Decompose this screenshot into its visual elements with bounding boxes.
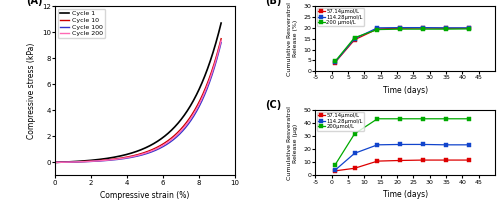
Cycle 200 [127,156,133,158]
Y-axis label: Cumulative Resveratrol
Release (μg): Cumulative Resveratrol Release (μg) [287,106,298,180]
114.28μmol/L [398,143,404,146]
Cycle 200 [218,39,224,42]
114.28μmol/L [374,27,380,29]
57.14μmol/L [332,170,338,172]
X-axis label: Time (days): Time (days) [382,86,428,95]
Line: Cycle 1: Cycle 1 [55,23,221,162]
200μmol/L [398,118,404,120]
Cycle 1 [163,134,169,136]
114.28μmol/L [332,169,338,171]
200μmol/L [443,118,449,120]
Cycle 10 [82,160,87,163]
Line: Cycle 100: Cycle 100 [55,43,221,162]
Line: Cycle 200: Cycle 200 [55,41,221,162]
Cycle 1 [218,22,224,24]
Cycle 100 [150,150,156,153]
57.14μmol/L [466,27,472,30]
114.28μmol/L [466,27,472,29]
57.14μmol/L [443,27,449,30]
Line: 114.28μmol/L: 114.28μmol/L [334,143,470,172]
Cycle 1 [127,152,133,155]
114.28μmol/L [420,26,426,29]
200μmol/L [352,133,358,135]
X-axis label: Compressive strain (%): Compressive strain (%) [100,191,190,200]
Cycle 100 [52,161,58,164]
Line: 200μmol/L: 200μmol/L [334,117,470,166]
200μmol/L [420,118,426,120]
200 μmol/L [332,60,338,63]
114.28μmol/L [332,61,338,63]
200 μmol/L [352,36,358,39]
57.14μmol/L [398,159,404,162]
Cycle 100 [82,161,87,163]
200 μmol/L [398,28,404,30]
Cycle 1 [52,161,58,164]
114.28μmol/L [352,38,358,40]
Cycle 10 [52,161,58,164]
Cycle 1 [82,160,87,162]
Cycle 10 [218,38,224,40]
Line: 200 μmol/L: 200 μmol/L [334,27,470,63]
114.28μmol/L [443,27,449,29]
57.14μmol/L [374,160,380,162]
Cycle 10 [163,141,169,143]
Text: (C): (C) [265,100,281,110]
Cycle 200 [177,131,183,133]
Line: 57.14μmol/L: 57.14μmol/L [334,159,470,172]
Cycle 100 [94,160,100,162]
Line: 114.28μmol/L: 114.28μmol/L [334,26,470,64]
Cycle 1 [94,158,100,161]
57.14μmol/L [443,159,449,161]
200 μmol/L [466,28,472,30]
Cycle 200 [94,160,100,162]
114.28μmol/L [443,144,449,146]
114.28μmol/L [466,144,472,146]
Y-axis label: Cumulative Resveratrol
Release (%): Cumulative Resveratrol Release (%) [287,2,298,76]
Cycle 100 [218,41,224,44]
114.28μmol/L [420,143,426,146]
Cycle 200 [163,142,169,145]
114.28μmol/L [374,144,380,146]
Text: (A): (A) [26,0,43,7]
Cycle 200 [150,149,156,152]
114.28μmol/L [352,152,358,154]
Legend: Cycle 1, Cycle 10, Cycle 100, Cycle 200: Cycle 1, Cycle 10, Cycle 100, Cycle 200 [58,9,105,38]
Y-axis label: Compressive stress (kPa): Compressive stress (kPa) [28,43,36,139]
Cycle 10 [94,160,100,162]
Cycle 200 [52,161,58,164]
X-axis label: Time (days): Time (days) [382,190,428,199]
57.14μmol/L [466,159,472,161]
200 μmol/L [374,28,380,31]
Cycle 10 [127,155,133,158]
Legend: 57.14μmol/L, 114.28μmol/L, 200μmol/L: 57.14μmol/L, 114.28μmol/L, 200μmol/L [317,112,364,131]
Cycle 100 [163,144,169,146]
Cycle 200 [82,160,87,163]
200μmol/L [466,118,472,120]
200μmol/L [332,164,338,166]
57.14μmol/L [332,61,338,64]
57.14μmol/L [420,159,426,161]
Cycle 10 [177,129,183,131]
200 μmol/L [420,28,426,30]
Line: Cycle 10: Cycle 10 [55,39,221,162]
200μmol/L [374,118,380,120]
200 μmol/L [443,28,449,30]
114.28μmol/L [398,26,404,29]
Line: 57.14μmol/L: 57.14μmol/L [334,27,470,64]
57.14μmol/L [398,27,404,30]
Cycle 1 [177,120,183,122]
Cycle 100 [177,132,183,135]
Cycle 100 [127,156,133,159]
Legend: 57.14μmol/L, 114.28μmol/L, 200 μmol/L: 57.14μmol/L, 114.28μmol/L, 200 μmol/L [317,8,364,26]
Cycle 10 [150,148,156,151]
57.14μmol/L [420,27,426,29]
57.14μmol/L [374,28,380,30]
Text: (B): (B) [265,0,281,6]
57.14μmol/L [352,167,358,170]
57.14μmol/L [352,39,358,41]
Cycle 1 [150,143,156,145]
